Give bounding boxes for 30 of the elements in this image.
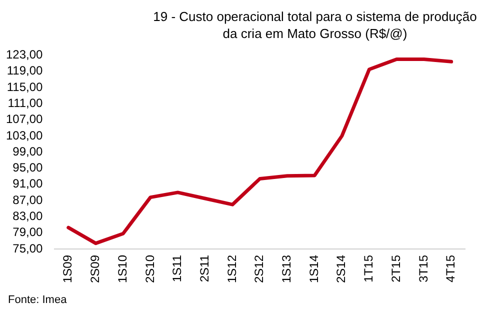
source-note: Fonte: Imea [8, 294, 67, 306]
y-tick-label: 107,00 [6, 112, 44, 126]
y-tick-label: 87,00 [12, 192, 44, 207]
x-tick-label: 2T15 [388, 254, 403, 282]
x-tick-label: 1S11 [170, 254, 184, 282]
x-tick-label: 1S13 [280, 254, 294, 284]
y-tick-label: 123,00 [6, 48, 44, 62]
x-tick-label: 1S14 [306, 254, 321, 284]
y-tick-label: 119,00 [6, 64, 44, 78]
x-tick-label: 1S12 [224, 254, 239, 284]
y-tick-label: 99,00 [12, 144, 44, 158]
y-tick-label: 115,00 [6, 80, 44, 94]
x-tick-label: 2S09 [88, 254, 102, 284]
y-tick-label: 95,00 [12, 160, 44, 175]
x-tick-label: 1S09 [60, 254, 75, 284]
y-tick-label: 75,00 [12, 241, 44, 256]
y-tick-label: 79,00 [12, 225, 44, 240]
x-tick-label: 2S14 [334, 254, 348, 284]
x-tick-label: 1T15 [362, 254, 376, 282]
y-tick-label: 111,00 [8, 96, 44, 110]
x-tick-label: 2S11 [197, 254, 212, 282]
y-tick-label: 83,00 [12, 208, 44, 223]
x-tick-label: 3T15 [416, 254, 430, 282]
x-tick-label: 4T15 [444, 254, 458, 282]
x-tick-label: 2S12 [252, 254, 266, 284]
x-tick-label: 2S10 [142, 254, 157, 284]
y-tick-label: 103,00 [6, 128, 44, 142]
x-tick-label: 1S10 [115, 254, 130, 284]
y-tick-label: 91,00 [12, 176, 44, 191]
chart-title: 19 - Custo operacional total para o sistema de produção da cria em Mato Grosso (R$/@) [152, 8, 478, 42]
